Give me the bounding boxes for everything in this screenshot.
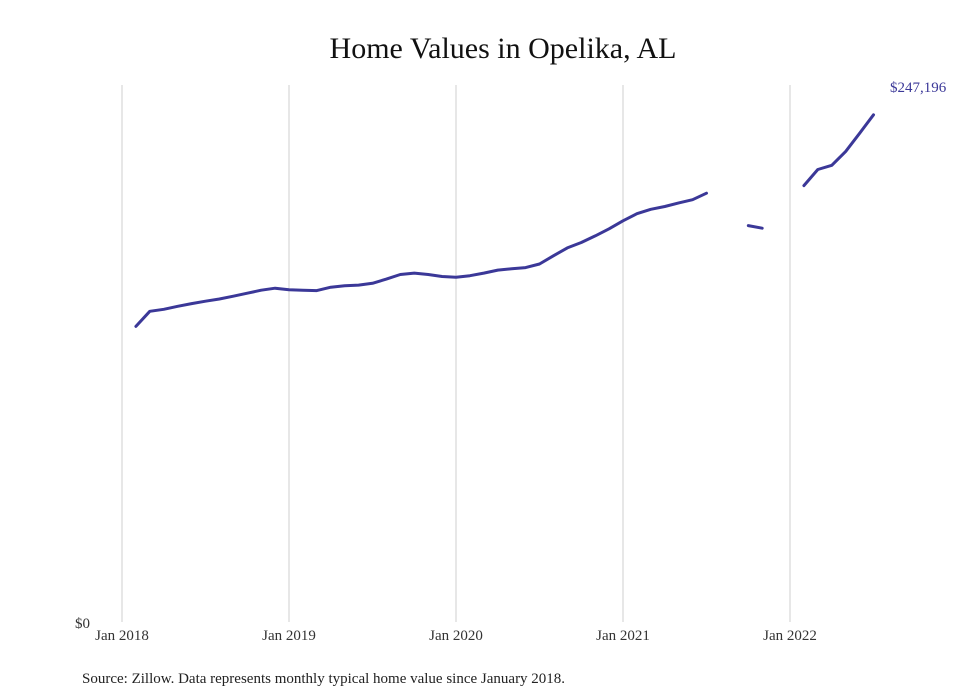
gridlines — [121, 85, 791, 622]
series-line-segment-1 — [134, 191, 708, 328]
chart-title: Home Values in Opelika, AL — [330, 32, 677, 65]
series-line-segment-2 — [746, 224, 764, 230]
home-value-series — [134, 113, 875, 328]
x-tick-label-2019: Jan 2019 — [262, 628, 316, 644]
y-axis-zero-label: $0 — [75, 616, 90, 632]
end-value-label: $247,196 — [890, 80, 947, 96]
x-tick-label-2020: Jan 2020 — [429, 628, 483, 644]
series-line-segment-3 — [802, 113, 875, 188]
source-note: Source: Zillow. Data represents monthly … — [82, 671, 565, 687]
x-axis-ticks: Jan 2018 Jan 2019 Jan 2020 Jan 2021 Jan 2022 — [95, 628, 817, 644]
x-tick-label-2018: Jan 2018 — [95, 628, 149, 644]
x-tick-label-2021: Jan 2021 — [596, 628, 650, 644]
x-tick-label-2022: Jan 2022 — [763, 628, 817, 644]
